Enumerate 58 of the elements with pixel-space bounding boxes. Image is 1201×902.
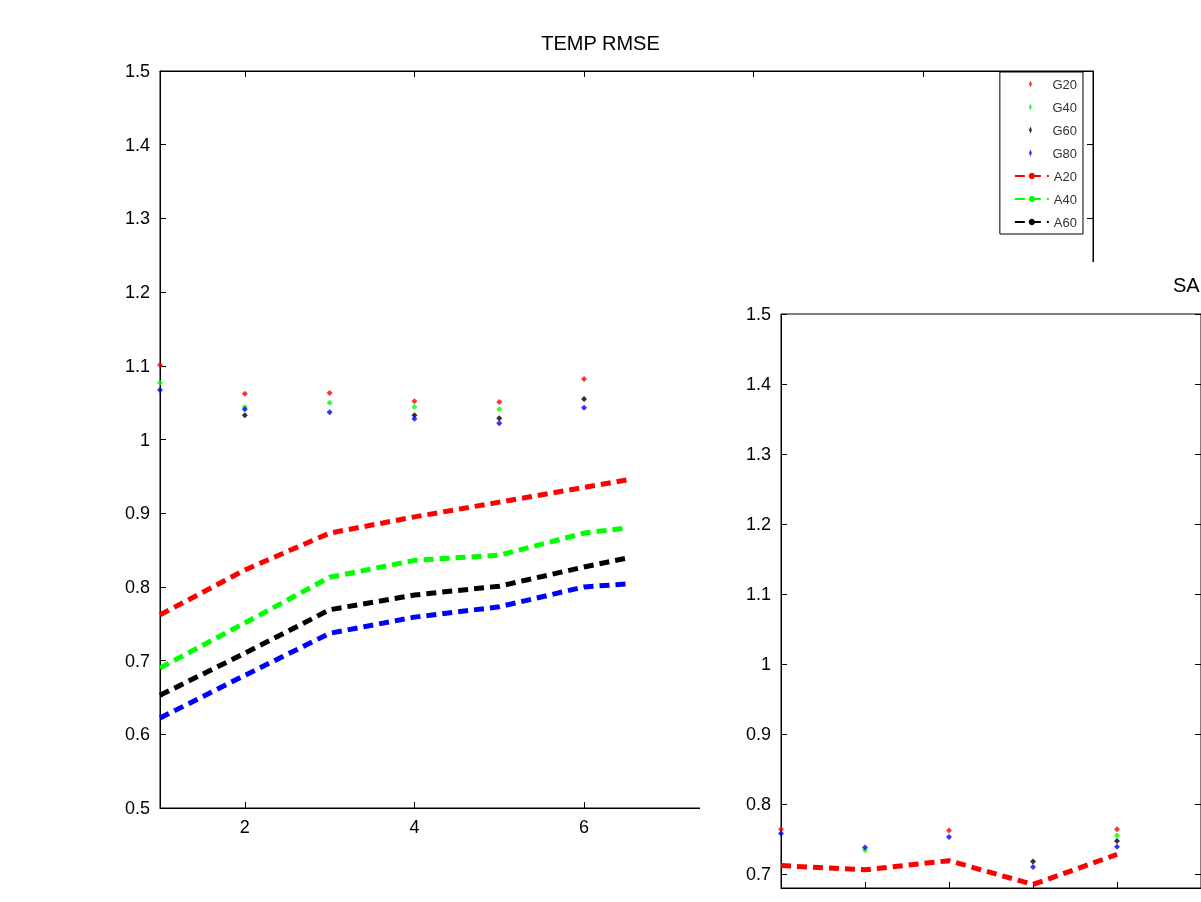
y-tick-label: 0.5: [124, 798, 150, 818]
y-tick-label: 0.6: [124, 724, 150, 745]
point: [241, 412, 248, 419]
x-tick-label: 2: [239, 817, 250, 837]
point: [1030, 864, 1036, 870]
legend-label: A40: [1053, 191, 1078, 207]
point: [946, 827, 952, 834]
point: [411, 404, 418, 411]
legend-label: G40: [1052, 99, 1078, 115]
point: [946, 833, 952, 840]
point: [1114, 832, 1120, 839]
y-tick-label: 0.7: [124, 650, 150, 671]
point: [581, 395, 588, 402]
y-tick-label: 1.4: [124, 134, 150, 155]
y-tick-label: 0.9: [124, 503, 150, 524]
y-tick-label: 1.4: [745, 374, 771, 394]
y-tick-label: 1.5: [745, 304, 771, 324]
point: [1114, 826, 1120, 833]
y-tick-label: 0.9: [745, 724, 771, 744]
x-tick-label: 6: [579, 817, 590, 837]
y-tick-label: 1.1: [745, 584, 771, 604]
legend-label: G80: [1052, 145, 1078, 161]
y-tick-label: 1.3: [124, 208, 150, 229]
point: [496, 415, 503, 422]
point: [157, 387, 163, 394]
legend-label: G20: [1052, 76, 1078, 92]
point: [241, 390, 248, 397]
point: [496, 398, 503, 405]
y-tick-label: 0.7: [745, 864, 771, 884]
point: [581, 376, 588, 383]
y-tick-label: 1.2: [124, 282, 150, 303]
point: [157, 379, 163, 386]
legend-label: A60: [1053, 214, 1078, 230]
point: [1114, 838, 1120, 845]
y-tick-label: 1.2: [745, 514, 771, 534]
legend-label: G60: [1052, 122, 1078, 138]
y-tick-label: 1.1: [124, 355, 150, 376]
y-tick-label: 0.8: [745, 794, 771, 814]
point: [326, 399, 333, 406]
point: [1114, 843, 1120, 850]
y-tick-label: 1.3: [745, 444, 771, 464]
x-tick-label: 4: [409, 817, 420, 837]
chart-title: SA: [1173, 274, 1201, 296]
chart-title: TEMP RMSE: [541, 32, 660, 54]
point: [581, 404, 588, 411]
y-tick-label: 1: [760, 654, 771, 674]
point: [496, 406, 503, 413]
legend-label: A20: [1053, 168, 1078, 184]
point: [1030, 858, 1036, 865]
point: [157, 362, 163, 369]
point: [778, 830, 784, 837]
point: [496, 420, 503, 427]
y-tick-label: 1.5: [124, 61, 150, 81]
y-tick-label: 1: [139, 429, 150, 450]
point: [326, 409, 333, 416]
point: [411, 398, 418, 405]
point: [326, 390, 333, 397]
y-tick-label: 0.8: [124, 576, 150, 597]
